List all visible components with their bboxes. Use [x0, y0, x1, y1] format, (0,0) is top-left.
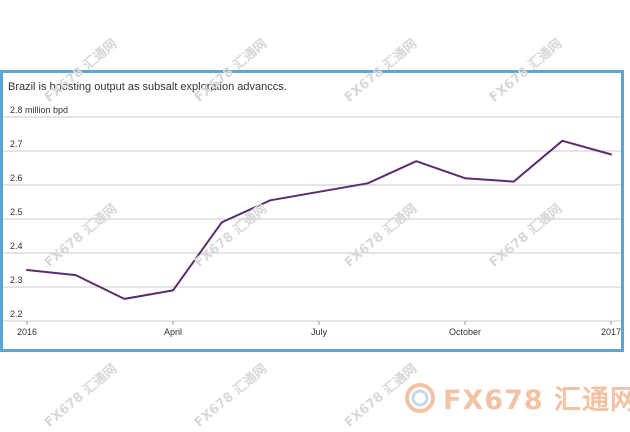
y-tick-label: 2.2	[10, 309, 23, 319]
y-tick-label: 2.7	[10, 139, 23, 149]
y-tick-label: 2.3	[10, 275, 23, 285]
x-tick-label: April	[164, 327, 182, 337]
series-line	[26, 139, 612, 300]
y-tick-label: 2.8 million bpd	[10, 105, 68, 115]
brand-text: FX678 汇通网	[443, 385, 630, 416]
watermark-text: FX678 汇通网	[191, 361, 271, 431]
y-tick-label: 2.5	[10, 207, 23, 217]
x-tick-label: July	[311, 327, 328, 337]
watermark-text: FX678 汇通网	[41, 361, 121, 431]
x-tick-label: 2017	[601, 327, 621, 337]
brand-logo-icon	[405, 382, 435, 413]
y-tick-label: 2.4	[10, 241, 23, 251]
chart-title: Brazil is boosting output as subsalt exp…	[8, 81, 287, 93]
x-tick-label: 2016	[17, 327, 37, 337]
y-tick-label: 2.6	[10, 173, 23, 183]
brand-watermark: FX678 汇通网	[405, 378, 630, 417]
x-tick-label: October	[449, 327, 481, 337]
chart-frame: Brazil is boosting output as subsalt exp…	[0, 70, 624, 352]
line-chart: 2.8 million bpd 2.7 2.6 2.5 2.4 2.3 2.2 2016 Apr…	[3, 105, 621, 337]
